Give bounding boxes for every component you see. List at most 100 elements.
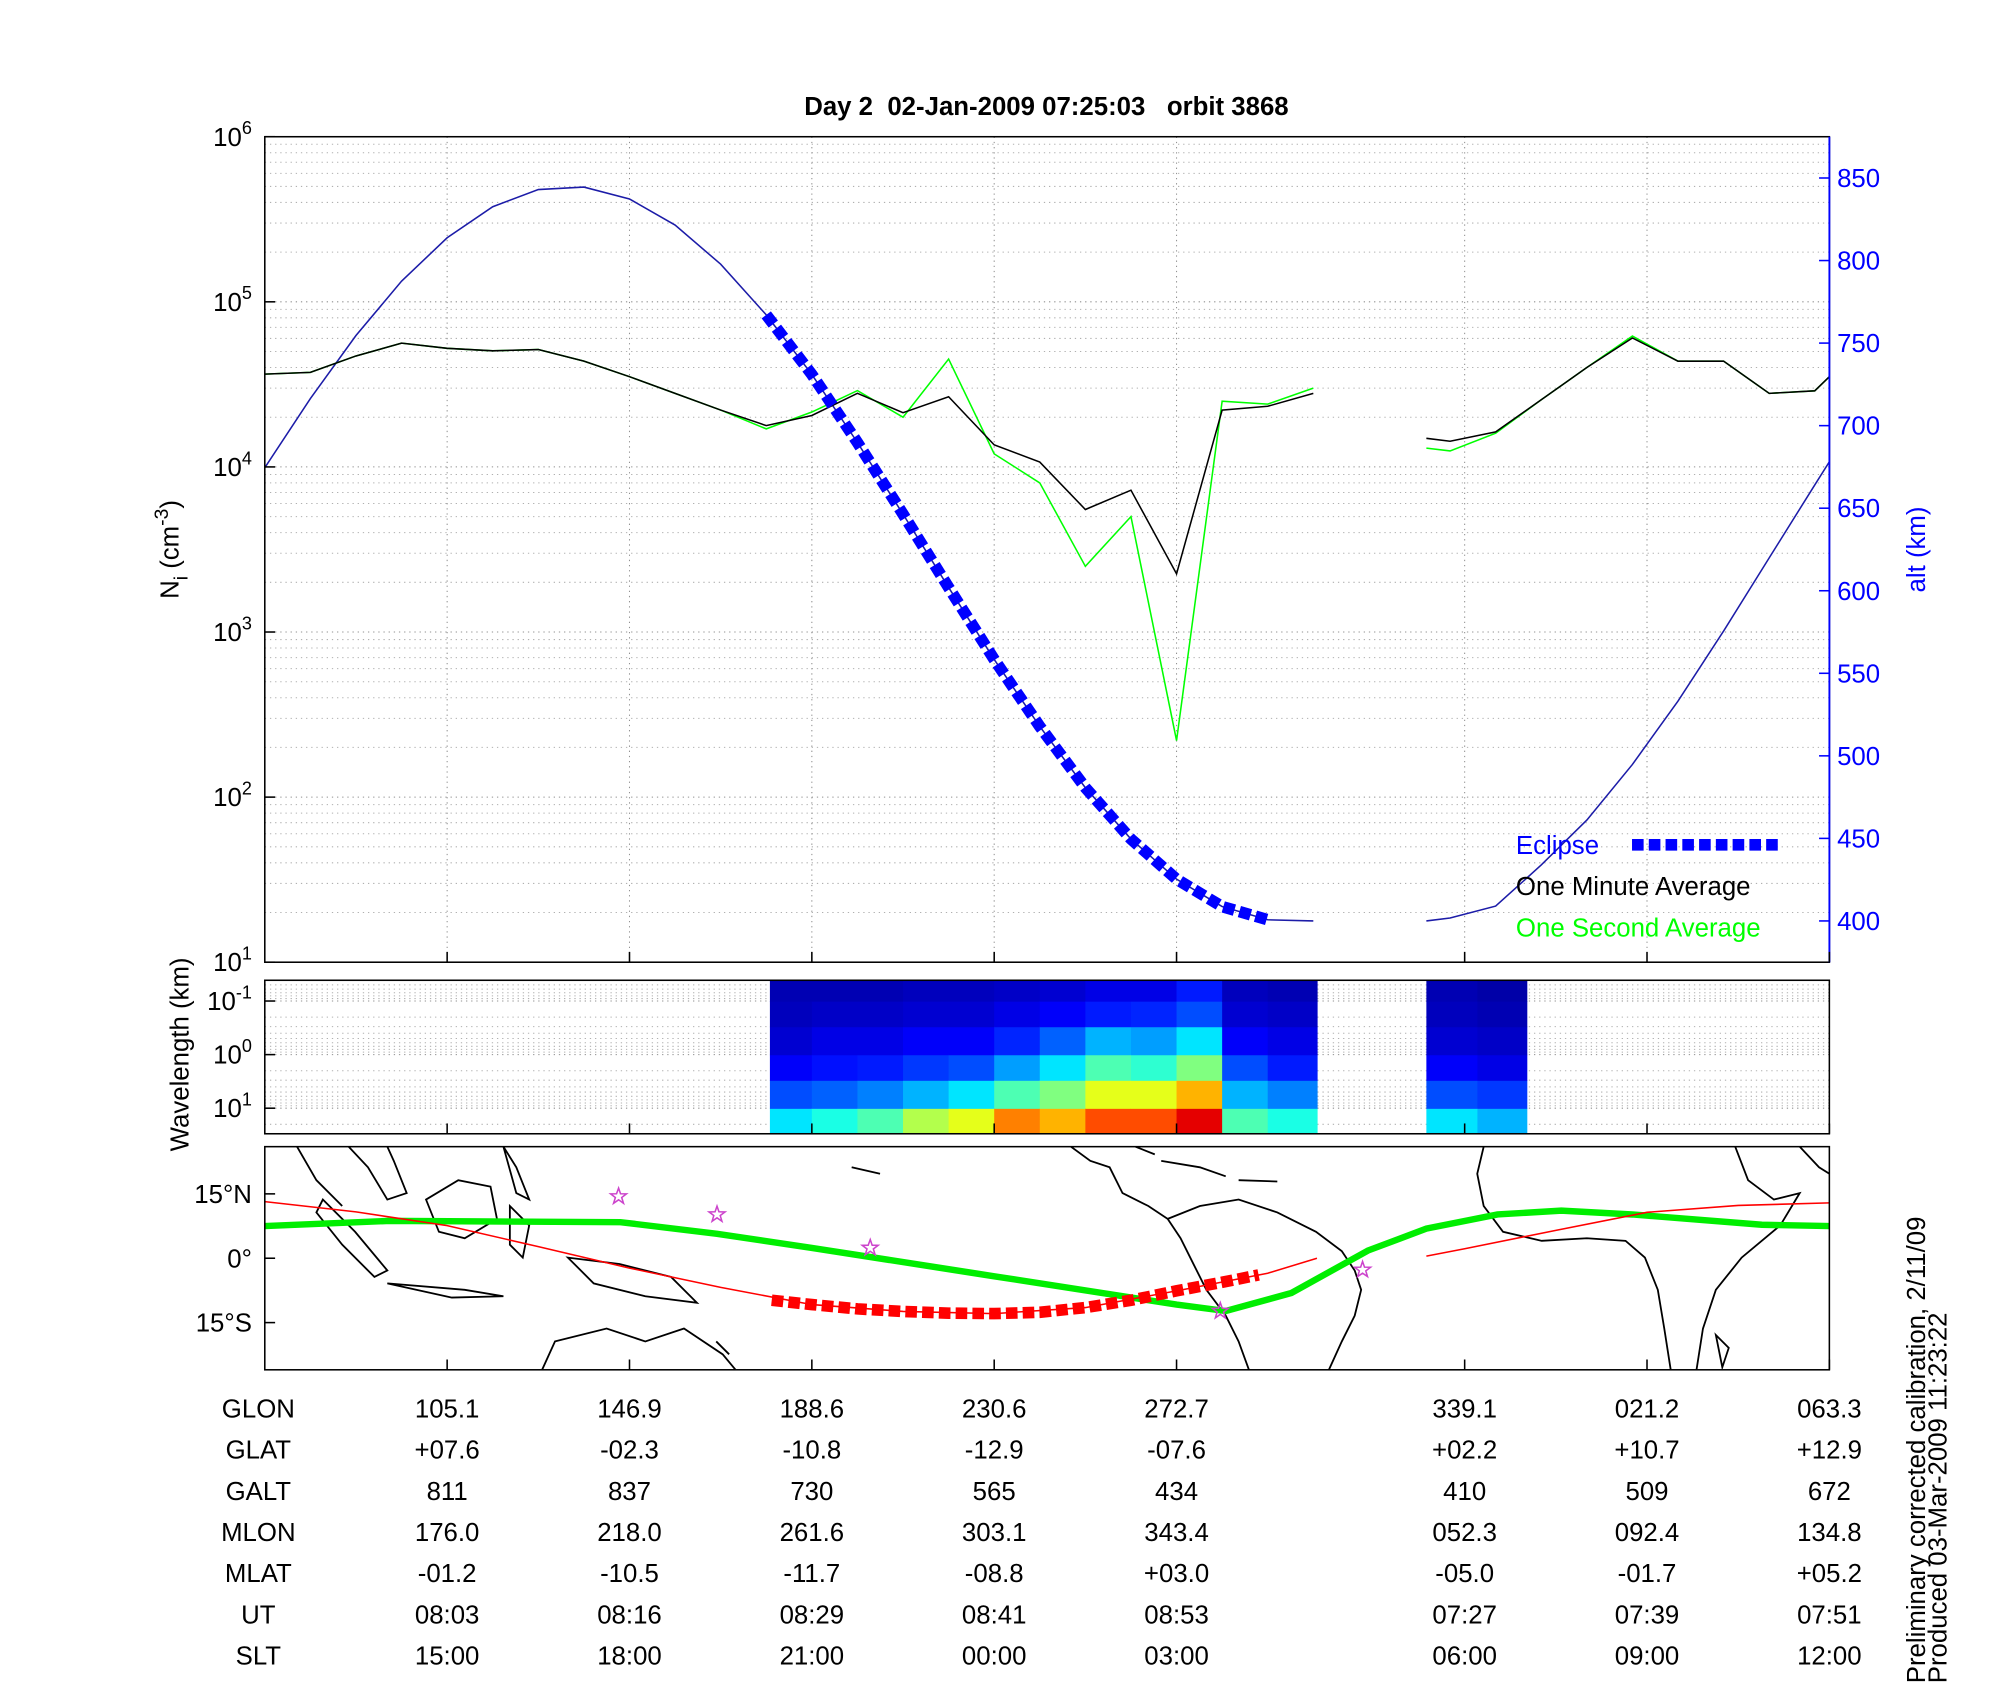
table-cell: -01.2 [418, 1560, 477, 1588]
table-cell: 230.6 [962, 1396, 1027, 1424]
y2-tick-label: 400 [1837, 908, 1880, 936]
table-cell: 218.0 [597, 1519, 662, 1547]
tick-base: 15°N [194, 1181, 252, 1209]
heat-cell [1477, 1108, 1528, 1134]
heat-cell [948, 980, 995, 1002]
table-cell: 730 [790, 1478, 833, 1506]
table-cell: 18:00 [597, 1642, 662, 1670]
y2-axis-label: alt (km) [1903, 507, 1931, 593]
table-cell: 063.3 [1797, 1396, 1862, 1424]
table-cell: 343.4 [1144, 1519, 1209, 1547]
tick-base: 10 [213, 619, 242, 647]
heat-cell [948, 1001, 995, 1028]
y2-tick-label: 500 [1837, 743, 1880, 771]
heat-cell [1222, 1054, 1269, 1081]
heat-cell [1176, 1054, 1223, 1081]
table-cell: 303.1 [962, 1519, 1027, 1547]
y2-tick-label: 600 [1837, 578, 1880, 606]
table-cell: -11.7 [783, 1560, 840, 1588]
heat-cell [994, 1108, 1041, 1134]
heat-cell [1130, 980, 1178, 1002]
panel-frame [264, 979, 1831, 1135]
y-tick-label: 15°S [196, 1310, 252, 1338]
label-part: N [156, 580, 184, 599]
tick-exponent: 3 [242, 613, 252, 633]
heat-cell [1426, 1001, 1479, 1028]
table-cell: 092.4 [1615, 1519, 1680, 1547]
heat-cell [857, 1001, 904, 1028]
heat-cell [1085, 1080, 1132, 1109]
heat-cell [769, 980, 813, 1002]
heat-cell [1130, 1026, 1178, 1056]
table-cell: 105.1 [415, 1396, 480, 1424]
heat-cell [1039, 980, 1087, 1002]
chart-title: Day 2 02-Jan-2009 07:25:03 orbit 3868 [804, 93, 1288, 121]
y-tick-label: 0° [227, 1245, 252, 1273]
y-tick-label: 101 [213, 1090, 252, 1124]
table-cell: 08:16 [597, 1601, 662, 1629]
heat-cell [1477, 1054, 1528, 1081]
table-cell: 176.0 [415, 1519, 480, 1547]
heat-cell [1267, 1108, 1318, 1134]
star-marker [1352, 1259, 1373, 1279]
heat-cell [1176, 980, 1223, 1002]
heat-cell [1085, 1026, 1132, 1056]
heat-cell [1267, 1054, 1318, 1081]
heat-cell [1039, 1108, 1087, 1134]
label-sup: -3 [151, 509, 173, 526]
heat-cell [1426, 1108, 1479, 1134]
table-cell: 07:39 [1615, 1601, 1680, 1629]
data-line [771, 1269, 1260, 1320]
heat-cell [948, 1026, 995, 1056]
tick-base: 10 [207, 988, 236, 1016]
table-cell: -08.8 [965, 1560, 1024, 1588]
heat-cell [1222, 1001, 1269, 1028]
table-cell: 052.3 [1432, 1519, 1497, 1547]
table-cell: 837 [608, 1478, 651, 1506]
heat-cell [994, 980, 1041, 1002]
table-cell: 672 [1808, 1478, 1851, 1506]
heat-cell [1130, 1054, 1178, 1081]
heat-cell [1267, 1026, 1318, 1056]
y-tick-label: 104 [213, 448, 252, 482]
table-cell: 12:00 [1797, 1642, 1862, 1670]
tick-base: 15°S [196, 1310, 252, 1338]
heat-cell [811, 1054, 859, 1081]
heat-cell [903, 1001, 950, 1028]
heat-cell [994, 1001, 1041, 1028]
table-cell: 146.9 [597, 1396, 662, 1424]
tick-base: 10 [213, 784, 242, 812]
tick-base: 10 [213, 454, 242, 482]
tick-exponent: 4 [242, 448, 252, 468]
legend-label: One Minute Average [1516, 873, 1751, 901]
tick-exponent: 2 [242, 779, 252, 799]
heat-cell [994, 1080, 1041, 1109]
data-line [264, 337, 1830, 576]
y2-tick-label: 700 [1837, 413, 1880, 441]
heat-cell [857, 1054, 904, 1081]
heat-cell [1039, 1054, 1087, 1081]
row-label: GLON [222, 1396, 295, 1424]
table-cell: 021.2 [1615, 1396, 1680, 1424]
y2-tick-label: 750 [1837, 330, 1880, 358]
heat-cell [948, 1108, 995, 1134]
heat-cell [769, 1026, 813, 1056]
table-cell: -10.8 [782, 1437, 841, 1465]
star-marker [1210, 1300, 1231, 1320]
y-axis-label: Wavelength (km) [167, 957, 195, 1151]
table-cell: 08:03 [415, 1601, 480, 1629]
table-cell: +10.7 [1614, 1437, 1679, 1465]
tick-exponent: 1 [242, 1090, 252, 1110]
y-tick-label: 100 [213, 1036, 252, 1070]
tick-base: 0° [227, 1245, 252, 1273]
row-label: MLAT [225, 1560, 292, 1588]
heat-cell [1222, 980, 1269, 1002]
heat-cell [811, 1026, 859, 1056]
tick-base: 10 [213, 124, 242, 152]
heat-cell [1477, 1026, 1528, 1056]
heat-cell [1085, 980, 1132, 1002]
table-cell: 339.1 [1432, 1396, 1497, 1424]
heat-cell [1426, 1054, 1479, 1081]
heat-cell [811, 1108, 859, 1134]
